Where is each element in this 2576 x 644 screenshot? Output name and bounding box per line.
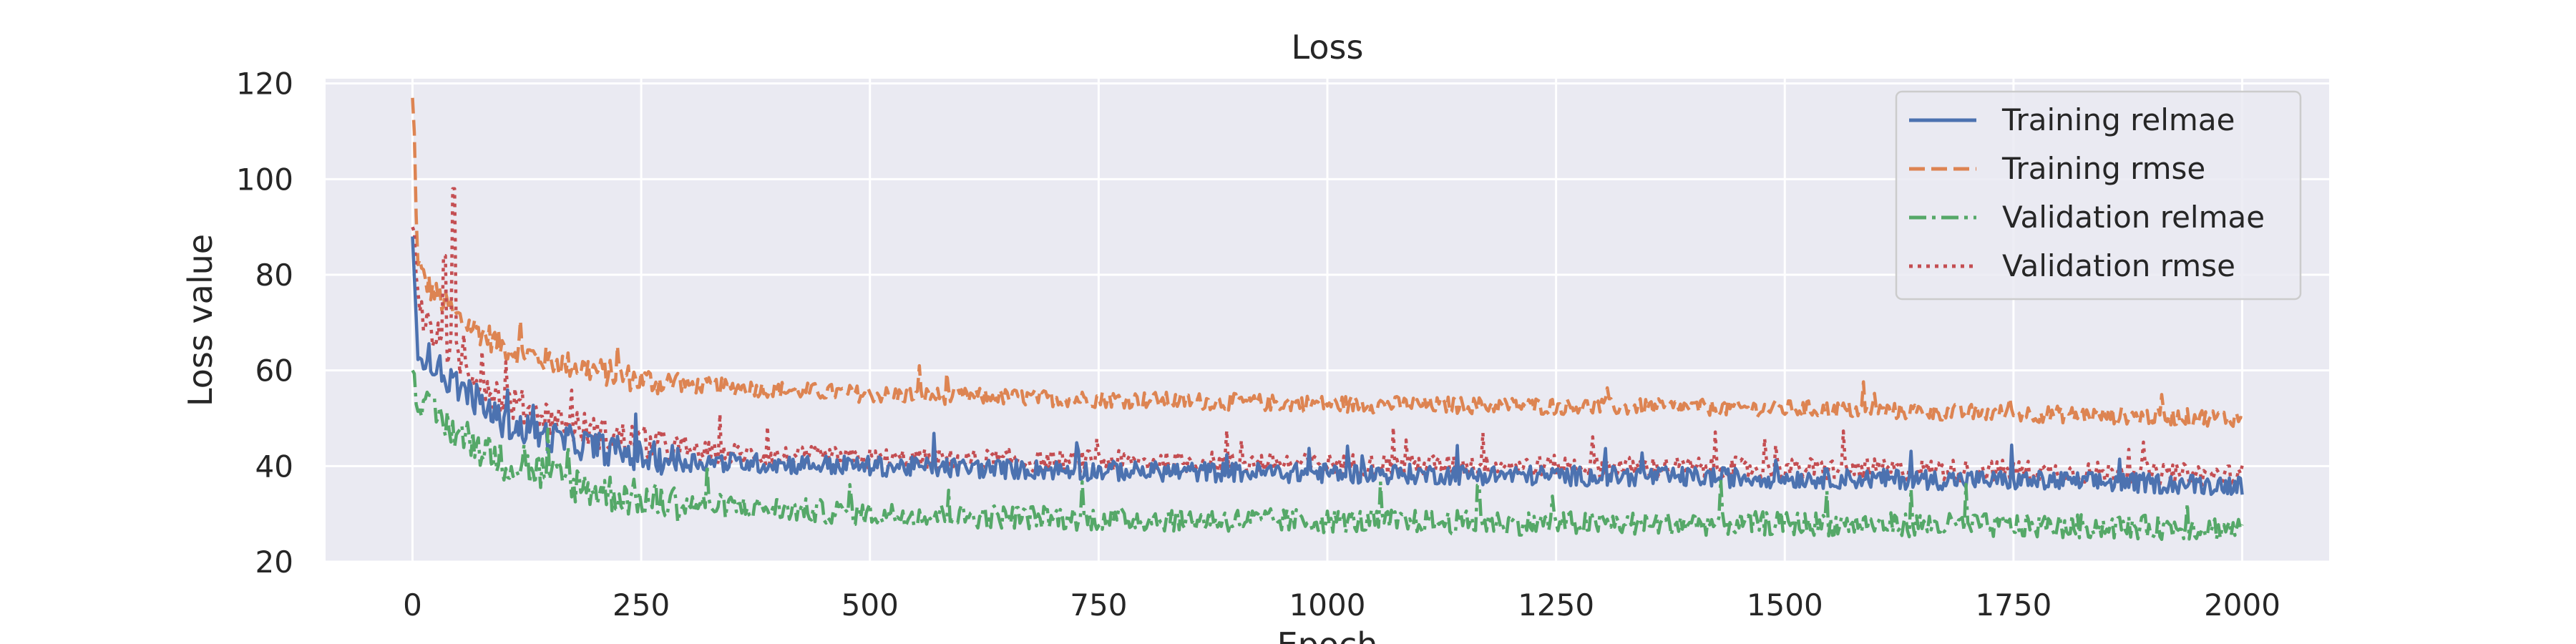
legend: Training relmae Training rmse Validation r… [1895,90,2302,301]
legend-label: Validation relmae [2002,200,2265,235]
x-tick-label: 500 [841,587,899,623]
y-tick-label: 80 [255,258,293,293]
x-tick-label: 1000 [1289,587,1366,623]
x-tick-label: 1250 [1518,587,1594,623]
y-tick-label: 60 [255,353,293,389]
legend-label: Training relmae [2001,102,2235,137]
y-tick-label: 100 [236,162,293,197]
x-tick-label: 1750 [1975,587,2051,623]
y-tick-label: 120 [236,67,293,102]
series-line-validation-relmae [411,369,2244,542]
x-tick-label: 250 [613,587,670,623]
y-tick-label: 40 [255,449,293,484]
series-line-training-relmae [411,236,2244,497]
x-tick-label: 2000 [2204,587,2280,623]
legend-label: Validation rmse [2002,248,2235,283]
y-tick-label: 20 [255,545,293,580]
chart-title: Loss [1292,28,1364,67]
x-tick-label: 1500 [1747,587,1823,623]
x-tick-label: 750 [1070,587,1127,623]
tick-labels: 0 250 500 750 1000 1250 1500 1750 2000 20 40 60 80 10… [236,67,2280,623]
x-tick-label: 0 [403,587,422,623]
x-axis-label: Epoch [1277,625,1378,644]
y-axis-label: Loss value [181,234,220,406]
series-layer [411,97,2244,542]
legend-label: Training rmse [2001,151,2205,186]
legend-box [1895,90,2302,301]
series-line-training-rmse [411,97,2243,429]
